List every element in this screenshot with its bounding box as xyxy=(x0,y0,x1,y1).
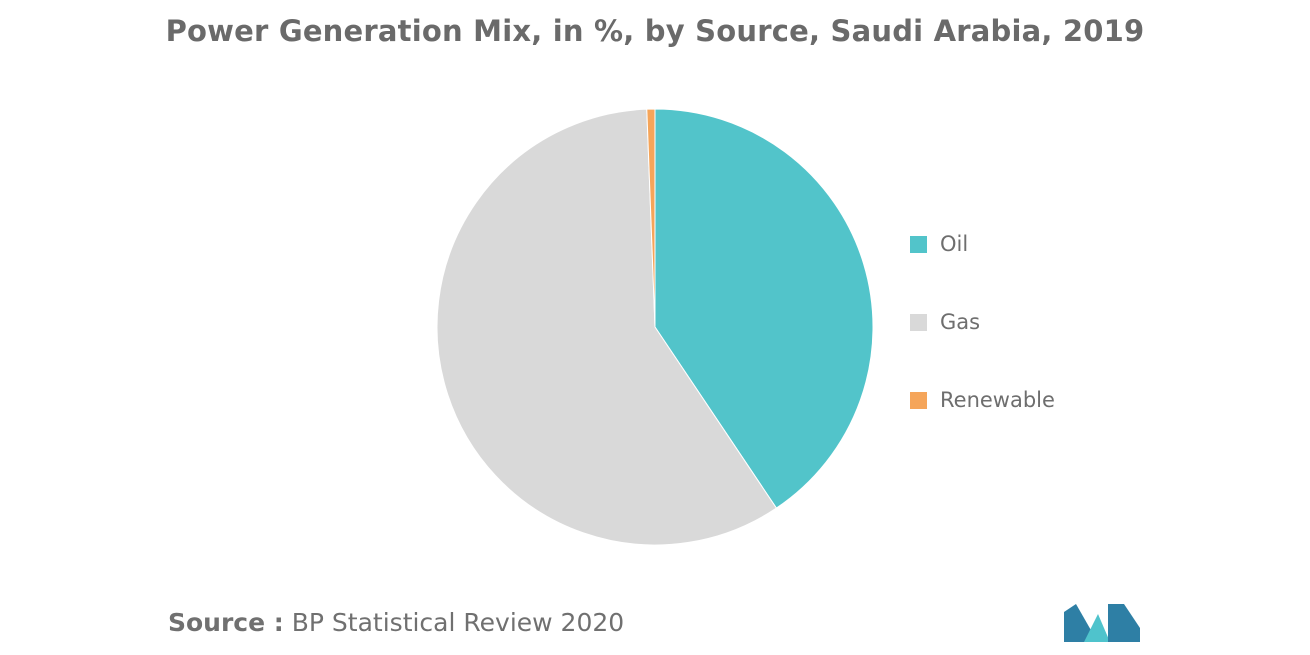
pie-slice-gas xyxy=(436,108,778,546)
legend-item-oil: Oil xyxy=(910,232,968,256)
legend-label-oil: Oil xyxy=(940,232,969,256)
legend-swatch-renewable xyxy=(910,391,927,409)
source-label: Source : xyxy=(168,608,284,637)
legend-swatch-oil xyxy=(910,235,927,253)
legend-item-gas: Gas xyxy=(910,310,980,334)
logo-shape-left xyxy=(1064,604,1092,642)
logo-shape-mid xyxy=(1084,614,1110,642)
legend-label-renewable: Renewable xyxy=(940,388,1055,412)
chart-title: Power Generation Mix, in %, by Source, S… xyxy=(165,14,1145,48)
mordor-intelligence-logo-icon xyxy=(1064,604,1140,642)
legend-item-renewable: Renewable xyxy=(910,388,1055,412)
source-note: Source : BP Statistical Review 2020 xyxy=(168,608,624,637)
legend-label-gas: Gas xyxy=(940,310,981,334)
source-text: BP Statistical Review 2020 xyxy=(291,608,625,637)
logo-shape-right xyxy=(1108,604,1140,642)
pie-slice-oil xyxy=(654,108,874,509)
pie-slice-renewable xyxy=(646,108,656,328)
legend-swatch-gas xyxy=(910,313,927,331)
pie-slices xyxy=(436,108,874,546)
